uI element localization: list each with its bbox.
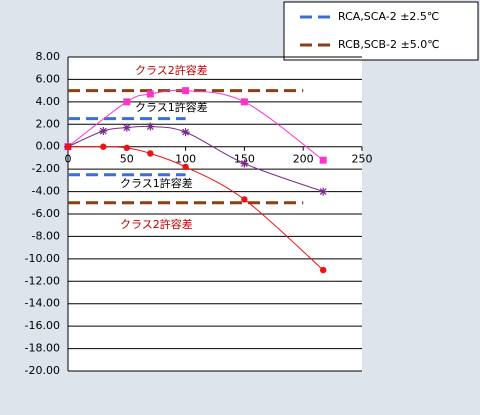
marker	[146, 90, 154, 98]
marker	[182, 87, 190, 95]
annotation: クラス2許容差	[135, 63, 208, 77]
x-tick-label: 0	[65, 153, 72, 166]
x-tick-label: 200	[293, 153, 314, 166]
marker	[319, 266, 327, 274]
y-tick-label: -8.00	[32, 229, 60, 242]
annotation: クラス1許容差	[135, 100, 208, 114]
y-tick-label: -2.00	[32, 162, 60, 175]
legend-box	[283, 1, 479, 61]
marker	[181, 128, 190, 137]
marker	[123, 144, 130, 152]
y-tick-label: -16.00	[25, 319, 60, 332]
y-tick-label: -20.00	[25, 364, 60, 377]
marker	[182, 163, 189, 171]
marker	[123, 98, 131, 106]
y-tick-label: -18.00	[25, 342, 60, 355]
marker	[319, 156, 327, 164]
marker	[64, 143, 72, 150]
y-tick-label: 8.00	[36, 50, 61, 63]
x-tick-label: 100	[175, 153, 196, 166]
marker	[146, 122, 155, 131]
y-tick-label: 2.00	[36, 117, 61, 130]
marker	[240, 98, 248, 106]
y-tick-label: -6.00	[32, 207, 60, 220]
series-line	[67, 89, 324, 161]
x-tick-label: 50	[120, 153, 134, 166]
y-tick-label: -4.00	[32, 185, 60, 198]
annotation: クラス2許容差	[120, 217, 193, 231]
y-tick-label: 0.00	[36, 140, 61, 153]
legend-label: RCA,SCA-2 ±2.5℃	[338, 10, 439, 23]
marker	[122, 123, 131, 132]
marker	[241, 196, 248, 203]
y-tick-label: 6.00	[36, 72, 61, 85]
y-tick-label: 4.00	[36, 95, 61, 108]
marker	[147, 150, 154, 157]
y-tick-label: -10.00	[25, 252, 60, 265]
marker	[319, 187, 328, 196]
annotation: クラス1許容差	[120, 176, 193, 190]
legend-label: RCB,SCB-2 ±5.0℃	[338, 38, 440, 51]
x-tick-label: 250	[352, 153, 373, 166]
marker	[99, 127, 108, 136]
x-tick-label: 150	[234, 153, 255, 166]
y-tick-label: -12.00	[25, 274, 60, 287]
marker	[100, 143, 107, 150]
y-tick-label: -14.00	[25, 297, 60, 310]
marker	[240, 159, 249, 168]
